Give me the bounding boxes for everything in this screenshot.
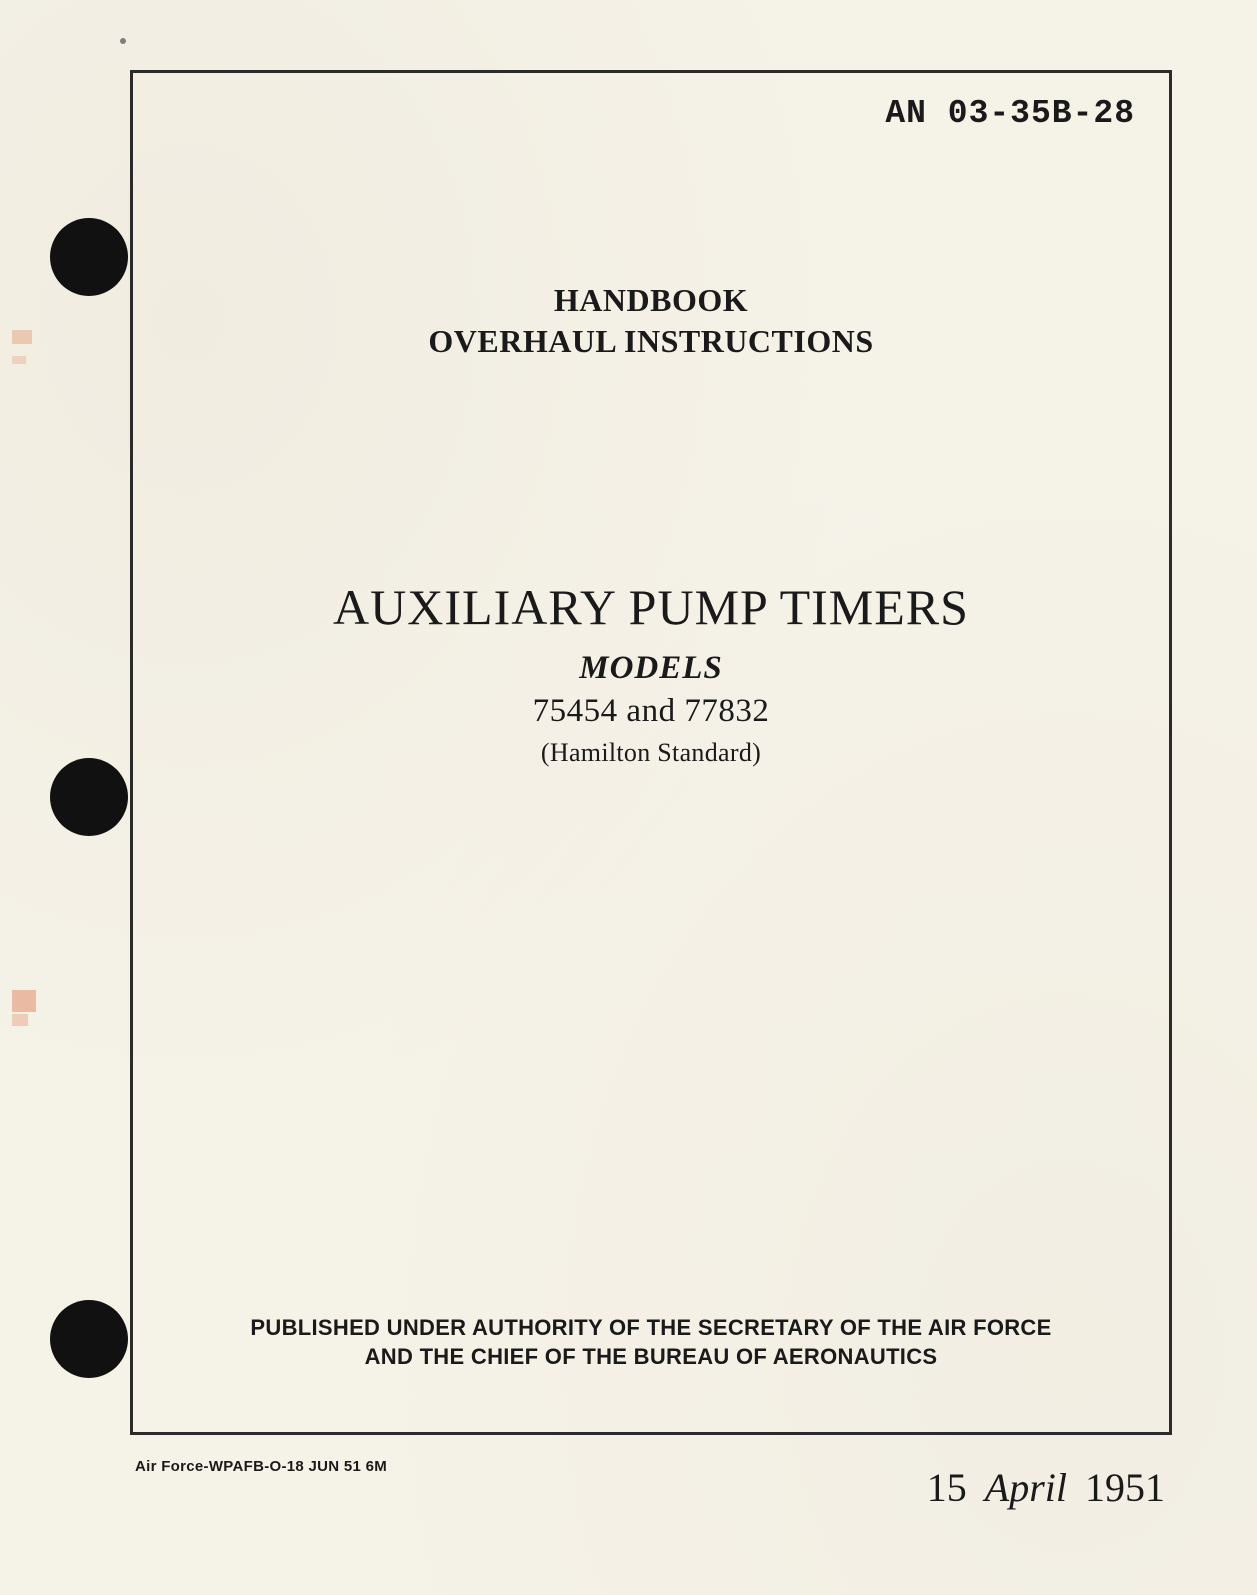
models-line: 75454 and 77832 — [133, 693, 1169, 730]
date-day: 15 — [927, 1465, 967, 1510]
main-title: AUXILIARY PUMP TIMERS — [133, 578, 1169, 636]
document-number: AN 03-35B-28 — [885, 95, 1135, 132]
date-month: April — [985, 1465, 1067, 1510]
punch-hole — [50, 1300, 128, 1378]
punch-hole — [50, 758, 128, 836]
date-year: 1951 — [1085, 1465, 1165, 1510]
scan-artifact — [12, 1014, 28, 1026]
authority-line-2: AND THE CHIEF OF THE BUREAU OF AERONAUTI… — [133, 1342, 1169, 1372]
scan-speck — [120, 38, 126, 44]
manufacturer-line: (Hamilton Standard) — [133, 738, 1169, 768]
scanned-page: AN 03-35B-28 HANDBOOK OVERHAUL INSTRUCTI… — [0, 0, 1257, 1595]
publication-date: 15 April 1951 — [927, 1464, 1165, 1511]
scan-artifact — [12, 330, 32, 344]
scan-artifact — [12, 356, 26, 364]
scan-artifact — [12, 990, 36, 1012]
punch-hole — [50, 218, 128, 296]
authority-line-1: PUBLISHED UNDER AUTHORITY OF THE SECRETA… — [133, 1313, 1169, 1343]
heading-line-1: HANDBOOK — [133, 282, 1169, 319]
authority-statement: PUBLISHED UNDER AUTHORITY OF THE SECRETA… — [133, 1313, 1169, 1372]
models-label: MODELS — [133, 650, 1169, 687]
title-block: AUXILIARY PUMP TIMERS MODELS 75454 and 7… — [133, 578, 1169, 768]
handbook-heading: HANDBOOK OVERHAUL INSTRUCTIONS — [133, 278, 1169, 364]
heading-line-2: OVERHAUL INSTRUCTIONS — [133, 323, 1169, 360]
print-code: Air Force-WPAFB-O-18 JUN 51 6M — [135, 1458, 387, 1475]
page-border: AN 03-35B-28 HANDBOOK OVERHAUL INSTRUCTI… — [130, 70, 1172, 1435]
